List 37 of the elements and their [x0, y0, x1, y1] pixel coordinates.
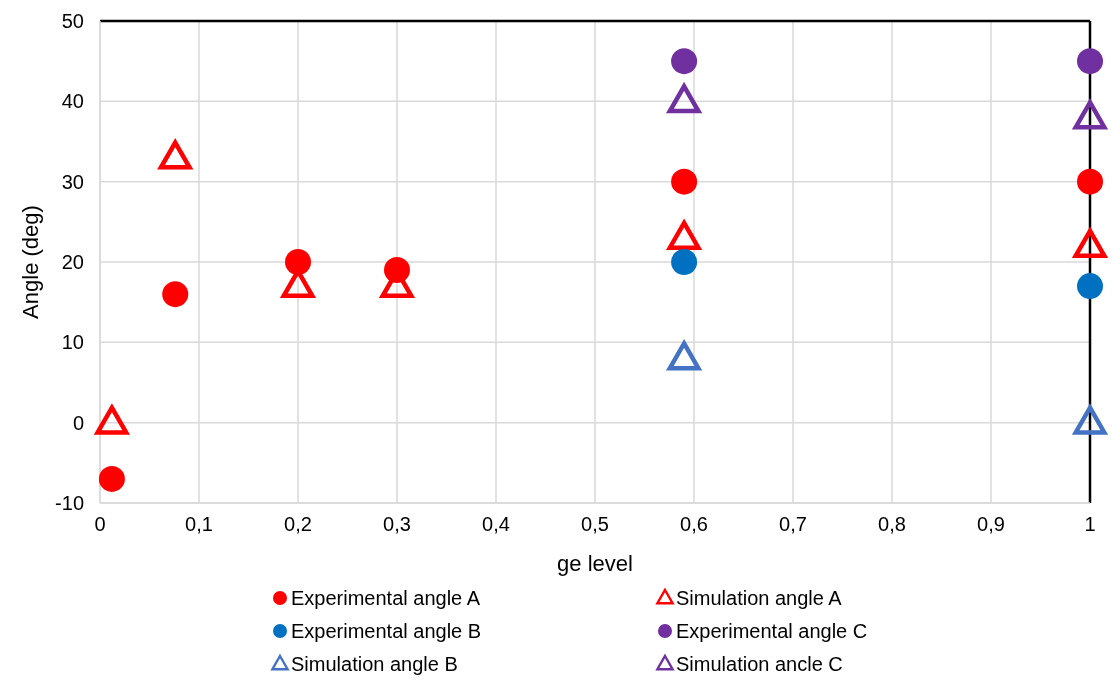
y-tick-label: 30	[61, 170, 84, 193]
y-axis-title: Angle (deg)	[18, 205, 43, 319]
point	[95, 405, 129, 435]
legend-label: Simulation angle B	[291, 653, 458, 675]
point	[671, 249, 698, 275]
x-tick-label: 0,9	[977, 513, 1005, 535]
legend-label: Simulation angle A	[676, 587, 843, 609]
y-tick-label: 40	[61, 90, 84, 113]
x-tick-label: 0,2	[284, 513, 312, 535]
legend-label: Experimental angle B	[291, 620, 482, 642]
legend-label: Experimental angle A	[291, 587, 481, 609]
y-tick-label: 0	[72, 411, 84, 434]
legend-label: Experimental angle C	[676, 620, 868, 642]
x-tick-label: 0,3	[383, 513, 411, 535]
point	[1077, 273, 1103, 300]
x-tick-label: 0,8	[878, 513, 906, 535]
point	[671, 168, 698, 195]
point	[671, 48, 698, 75]
y-tick-label: 50	[61, 10, 84, 32]
y-tick-label: 10	[61, 331, 84, 354]
y-tick-label: 20	[61, 251, 84, 273]
x-tick-label: 0,4	[482, 513, 510, 535]
point	[667, 341, 701, 371]
legend-label: Simulation ancle C	[676, 653, 843, 675]
point	[1077, 48, 1103, 75]
point	[1077, 168, 1103, 195]
x-tick-label: 0,6	[680, 513, 708, 535]
point	[285, 249, 311, 275]
x-tick-label: 0,7	[779, 513, 807, 535]
point	[162, 281, 189, 308]
x-axis-title: ge level	[557, 551, 633, 576]
x-tick-label: 0,1	[185, 513, 213, 535]
y-tick-label: -10	[55, 492, 84, 514]
x-tick-label: 0	[94, 513, 106, 535]
x-tick-label: 0,5	[581, 513, 609, 535]
x-tick-label: 1	[1084, 513, 1096, 535]
point	[1073, 405, 1107, 435]
